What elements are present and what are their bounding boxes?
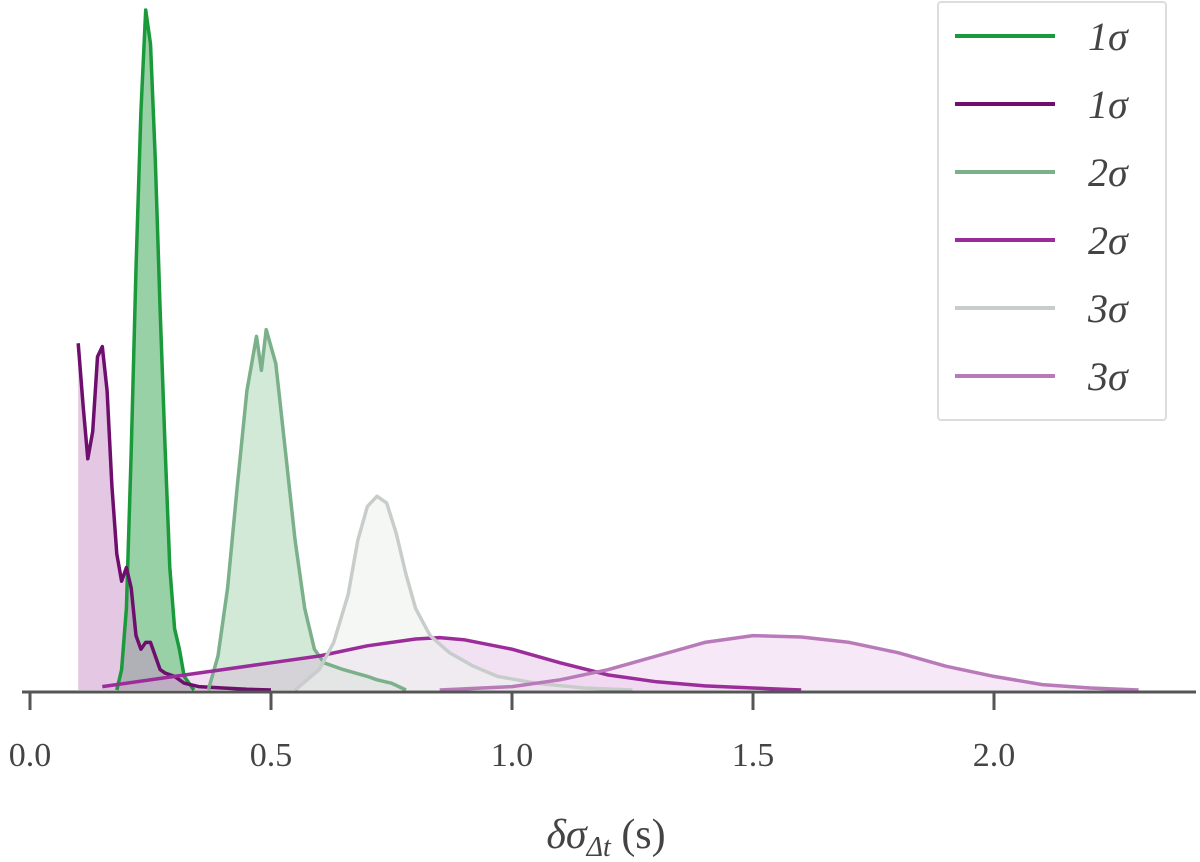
legend-label-6: 3σ [1087,354,1129,399]
x-tick-label: 2.0 [973,737,1016,774]
x-axis-ticks: 0.0 0.5 1.0 1.5 2.0 [9,692,1016,774]
series-3-line [206,327,407,692]
series-6-line [439,633,1139,692]
series-1-area [116,10,194,690]
x-tick-label: 0.5 [250,737,293,774]
legend-label-3: 2σ [1088,150,1129,195]
legend-frame [937,1,1167,421]
series-3-area [208,329,406,690]
series-layer [76,8,1139,692]
x-tick-label: 1.5 [732,737,775,774]
series-2-line [76,343,272,692]
x-axis-title-unit: (s) [611,812,666,858]
x-tick-label: 0.0 [9,737,52,774]
legend-items: 1σ 1σ 2σ 2σ 3σ 3σ [955,14,1129,399]
legend: 1σ 1σ 2σ 2σ 3σ 3σ [937,1,1167,421]
series-4-line [102,635,802,692]
series-1-line [115,8,196,692]
x-axis-title-subscript: Δt [586,832,612,862]
series-5-area [295,496,633,690]
x-axis-title: δσΔt (s) [546,812,665,862]
x-axis-title-delta: δσ [546,812,589,858]
legend-label-1: 1σ [1088,14,1129,59]
legend-label-2: 1σ [1088,82,1129,127]
legend-label-4: 2σ [1088,218,1129,263]
series-5-line [293,494,633,692]
x-tick-label: 1.0 [491,737,534,774]
legend-label-5: 3σ [1087,286,1129,331]
